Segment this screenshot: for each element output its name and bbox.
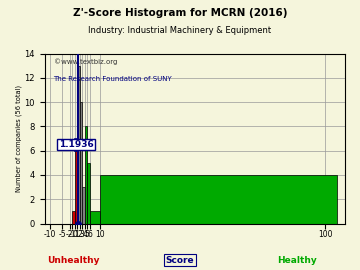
Bar [72,211,75,224]
Text: 1.1936: 1.1936 [59,140,94,149]
Text: Score: Score [166,256,194,265]
Bar [80,102,82,224]
Text: Z'-Score Histogram for MCRN (2016): Z'-Score Histogram for MCRN (2016) [73,8,287,18]
Bar [90,211,100,224]
Bar [75,151,77,224]
Bar [85,126,87,224]
Text: Healthy: Healthy [277,256,317,265]
Bar [77,66,80,224]
Bar [100,175,337,224]
Bar [87,163,90,224]
Text: ©www.textbiz.org: ©www.textbiz.org [54,59,117,65]
Text: The Research Foundation of SUNY: The Research Foundation of SUNY [54,76,172,82]
Text: Industry: Industrial Machinery & Equipment: Industry: Industrial Machinery & Equipme… [89,26,271,35]
Bar [82,187,85,224]
Y-axis label: Number of companies (56 total): Number of companies (56 total) [15,85,22,192]
Text: Unhealthy: Unhealthy [47,256,99,265]
